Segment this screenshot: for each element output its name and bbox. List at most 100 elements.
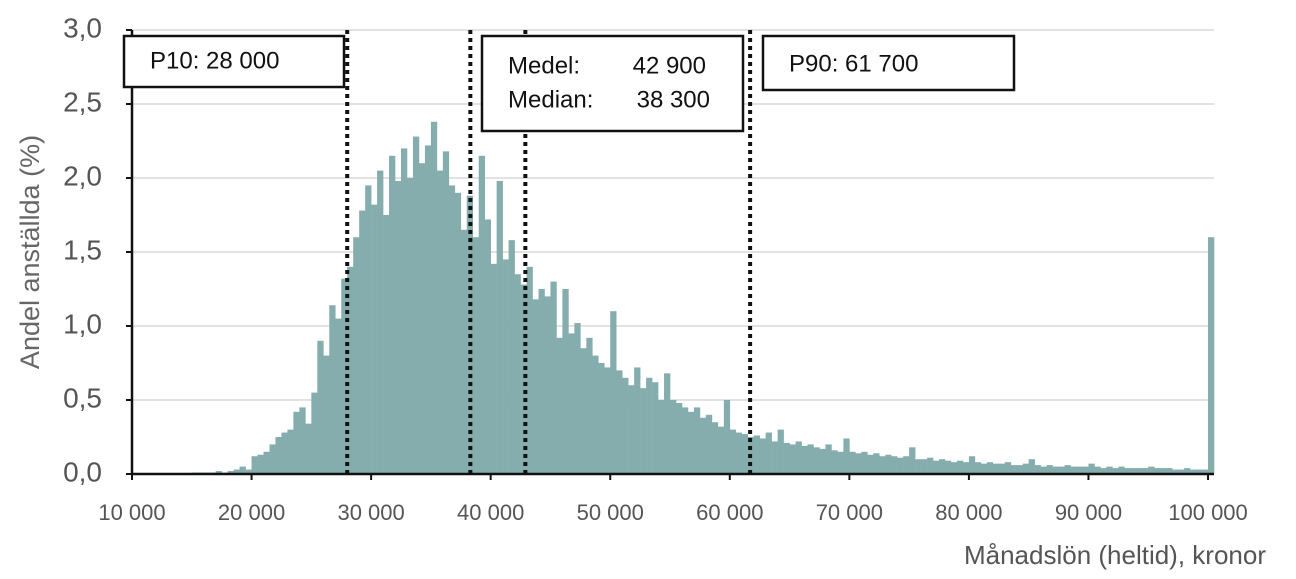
y-tick-label: 0,5	[63, 382, 102, 413]
bar	[795, 441, 802, 474]
bar	[933, 460, 940, 474]
bar	[490, 263, 497, 474]
bar	[323, 355, 330, 474]
bar	[1196, 469, 1203, 474]
bar	[843, 438, 850, 474]
bar	[586, 337, 593, 474]
bar	[992, 463, 1000, 474]
bar	[909, 447, 916, 474]
bar	[741, 434, 749, 474]
bar	[227, 471, 234, 474]
bar	[1064, 465, 1071, 474]
bar	[383, 215, 390, 474]
bar	[855, 453, 862, 474]
y-tick-label: 1,0	[63, 308, 102, 339]
bar	[825, 444, 832, 474]
bar	[711, 422, 719, 474]
annotation: 38 300	[637, 86, 710, 113]
bar	[675, 402, 683, 474]
x-tick-label: 80 000	[935, 500, 1002, 525]
bar	[753, 435, 760, 474]
bar	[1106, 466, 1113, 474]
bar	[1028, 459, 1035, 474]
x-tick-label: 60 000	[696, 500, 763, 525]
bar	[962, 462, 970, 474]
bar	[1130, 468, 1137, 474]
bar	[885, 454, 892, 474]
annotation-box	[761, 34, 1016, 92]
bar	[568, 333, 575, 474]
bar	[305, 423, 312, 474]
bar	[1118, 466, 1125, 474]
bar	[514, 274, 521, 474]
bar	[430, 121, 438, 474]
bar	[974, 462, 982, 474]
bar	[442, 151, 450, 475]
bar	[215, 471, 222, 474]
bar	[1010, 465, 1018, 474]
bar	[1184, 468, 1191, 474]
bar	[239, 466, 246, 474]
bar	[1136, 468, 1143, 474]
bar	[652, 382, 659, 474]
bar	[783, 442, 790, 474]
y-tick-label: 0,0	[63, 456, 102, 487]
bar	[998, 463, 1006, 474]
annotations: P10: 28 000 Medel: 42 900 Median: 38 300…	[122, 34, 1016, 133]
bar	[759, 438, 766, 474]
bar	[1124, 468, 1131, 474]
bar	[729, 429, 737, 474]
bar	[520, 284, 527, 474]
bar	[359, 210, 366, 474]
bar	[1088, 463, 1095, 474]
bar	[335, 318, 342, 474]
bar	[1172, 469, 1179, 474]
y-tick-label: 2,5	[63, 86, 102, 117]
bar	[939, 459, 946, 474]
bar	[1052, 466, 1059, 474]
bar	[341, 278, 348, 474]
bar	[538, 289, 545, 474]
bar	[927, 457, 934, 474]
bar	[329, 305, 336, 474]
bar	[526, 266, 533, 474]
bar	[867, 454, 874, 474]
bar	[401, 148, 408, 474]
bar	[1142, 468, 1149, 474]
x-tick-label: 20 000	[218, 500, 285, 525]
x-tick-label: 10 000	[98, 500, 165, 525]
bar	[371, 204, 378, 474]
bar	[968, 456, 976, 474]
bar	[556, 337, 563, 474]
bar	[532, 299, 539, 474]
bar	[1148, 466, 1155, 474]
x-axis-title: Månadslön (heltid), kronor	[964, 540, 1266, 570]
bar	[837, 451, 844, 474]
bar	[687, 411, 695, 474]
bar	[281, 432, 288, 474]
x-tick-label: 70 000	[816, 500, 883, 525]
bar	[813, 447, 820, 474]
bar	[1202, 469, 1209, 474]
bar	[771, 441, 778, 474]
bar	[353, 237, 360, 474]
bar	[275, 437, 282, 474]
bar	[664, 373, 671, 474]
bar	[604, 367, 611, 474]
bar	[562, 289, 569, 474]
bar	[861, 451, 868, 474]
bar	[484, 219, 491, 474]
bar	[831, 450, 838, 474]
x-tick-label: 40 000	[457, 500, 524, 525]
y-axis-title: Andel anställda (%)	[15, 135, 45, 369]
bar	[735, 432, 743, 474]
bar	[436, 170, 444, 474]
bar	[1004, 462, 1012, 474]
bar	[287, 429, 294, 474]
bar	[377, 170, 384, 474]
bar	[257, 454, 264, 474]
bar	[699, 417, 707, 474]
bar	[723, 400, 731, 474]
bar	[634, 367, 641, 474]
bar	[406, 178, 414, 474]
